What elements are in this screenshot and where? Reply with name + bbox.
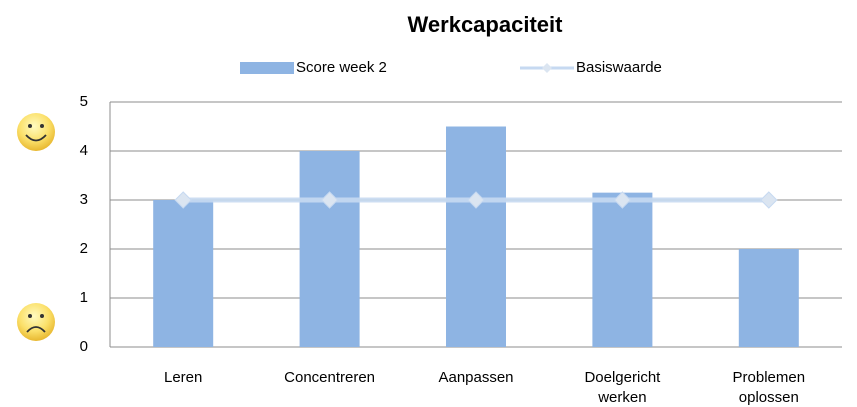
y-tick-label: 1 (80, 289, 88, 306)
bar (299, 151, 360, 347)
legend-label: Score week 2 (296, 59, 387, 76)
line-marker (613, 191, 632, 209)
legend-swatch (240, 62, 294, 74)
line-marker (467, 191, 485, 209)
x-tick-label: Leren (164, 369, 202, 386)
bar (738, 249, 799, 347)
smiley-sad (17, 303, 55, 341)
x-tick-label: Doelgericht werken (584, 369, 661, 406)
bar (153, 200, 214, 347)
chart-title: Werkcapaciteit (408, 12, 564, 37)
y-tick-label: 2 (80, 240, 88, 257)
line-marker (174, 191, 192, 209)
legend-marker (542, 63, 552, 73)
smiley-happy (17, 113, 55, 151)
y-tick-label: 0 (80, 338, 88, 355)
y-tick-label: 5 (80, 93, 88, 110)
y-tick-label: 3 (80, 191, 88, 208)
bar (592, 192, 653, 347)
x-tick-label: Aanpassen (438, 369, 513, 386)
y-tick-label: 4 (80, 142, 88, 159)
x-tick-label: Problemen oplossen (733, 369, 806, 406)
line-marker (320, 191, 339, 209)
bar (446, 126, 506, 347)
line-marker (760, 191, 778, 209)
legend-label: Basiswaarde (576, 59, 662, 76)
x-tick-label: Concentreren (284, 369, 375, 386)
